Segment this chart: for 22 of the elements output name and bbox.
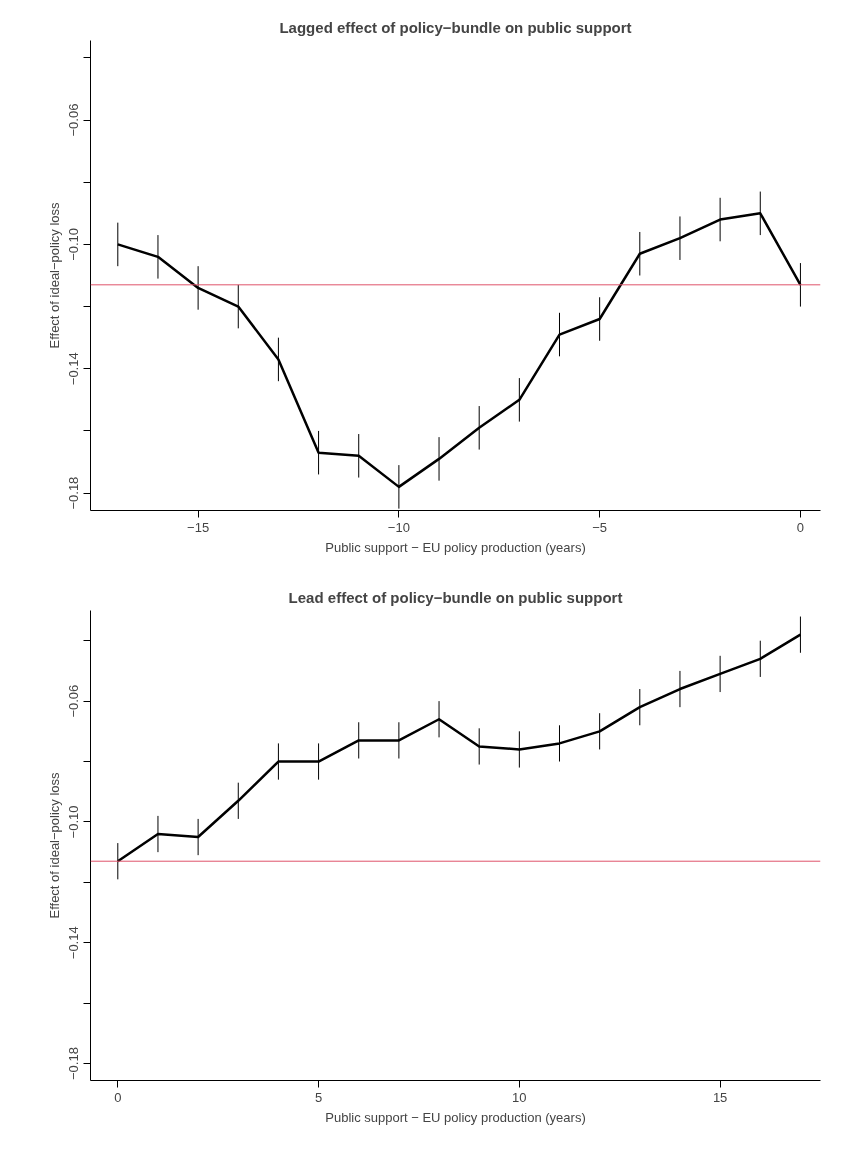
y-tick-label: −0.10 [66,805,82,839]
y-tick-label: −0.06 [66,684,82,718]
x-tick-label: −5 [592,519,608,535]
chart-title: Lagged effect of policy−bundle on public support [279,18,632,36]
x-tick-label: 5 [314,1089,323,1105]
x-axis-title: Public support − EU policy production (years) [325,539,586,555]
x-tick-label: 10 [512,1089,527,1105]
x-tick-label: 15 [712,1089,728,1105]
chart-title: Lead effect of policy−bundle on public support [288,588,623,606]
y-tick-label: −0.18 [66,1047,82,1081]
y-tick-label: −0.14 [66,352,82,386]
y-tick-label: −0.14 [66,926,82,960]
y-tick-label: −0.10 [66,227,82,261]
x-tick-label: −10 [387,519,410,535]
y-axis-title: Effect of ideal−policy loss [46,771,62,919]
x-tick-label: 0 [114,1089,122,1105]
x-axis-title: Public support − EU policy production (years) [325,1109,586,1125]
y-tick-label: −0.18 [66,476,82,510]
y-tick-label: −0.06 [66,103,82,137]
x-tick-label: 0 [796,519,805,535]
y-axis-title: Effect of ideal−policy loss [46,201,62,349]
x-tick-label: −15 [187,519,210,535]
